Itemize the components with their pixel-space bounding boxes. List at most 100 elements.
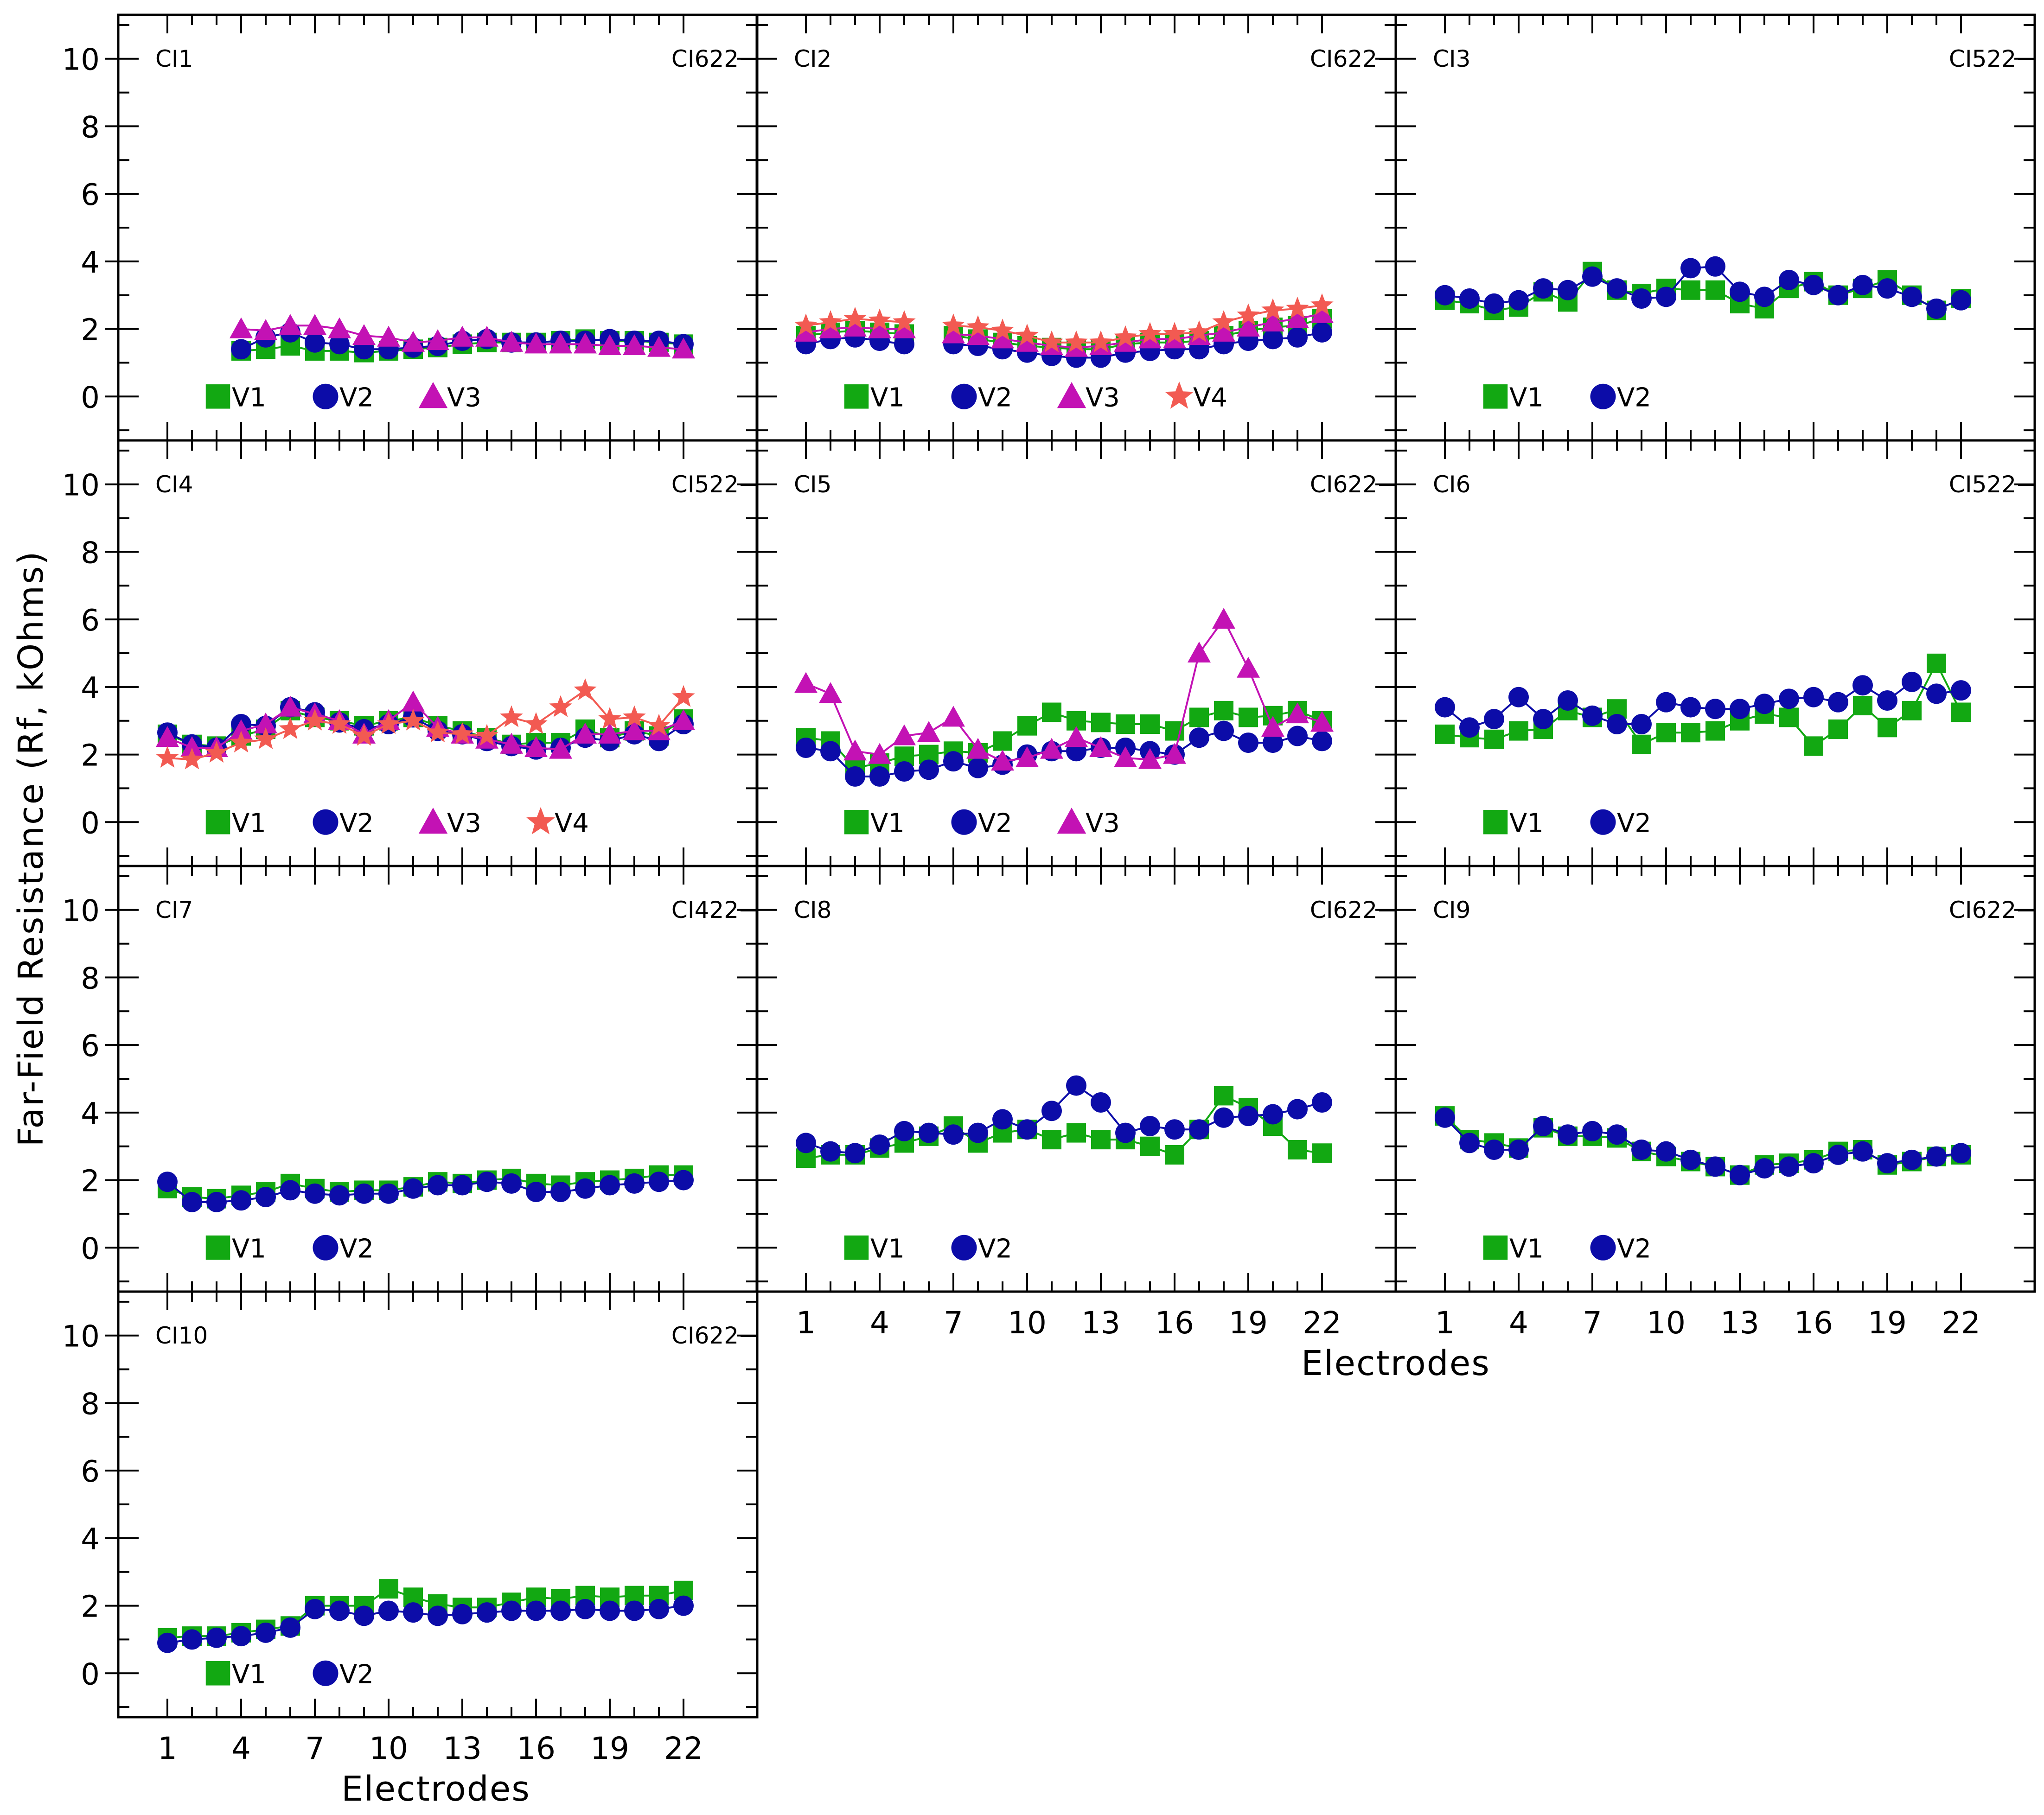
data-point-v4-e14 [1114,325,1137,347]
y-tick-label: 8 [81,962,100,996]
data-point-v4-e15 [500,705,523,727]
series-line-v4 [953,304,1322,344]
x-tick-label: 4 [870,1305,889,1341]
data-point-v2-e21 [1287,327,1308,348]
data-point-v4-e1 [794,313,818,336]
legend-ci6: V1 V2 [1483,808,1651,838]
data-point-v3-e20 [623,719,646,740]
data-point-v4-e21 [1286,296,1309,318]
series-line-v2 [167,1605,684,1644]
data-point-v3-e10 [377,325,400,347]
data-point-v2-e21 [1926,298,1947,319]
data-point-v4-e18 [1212,310,1235,332]
data-point-v2-e3 [206,1191,227,1212]
y-tick-label: 10 [62,1320,100,1354]
series-line-v1 [167,1174,683,1200]
data-point-v2-e3 [1484,293,1504,314]
data-point-v1-e21 [1927,653,1946,673]
legend-marker-v2 [1590,1235,1616,1261]
series-ci5-v3 [794,608,1334,771]
data-point-v2-e20 [1263,1104,1283,1125]
data-point-v3-e2 [180,736,204,757]
data-point-v2-e13 [1091,1092,1111,1113]
y-tick-label: 2 [81,1590,100,1624]
panel-ci2: CI2 CI622 V1 V2 V3 V4 [755,13,1397,442]
legend-label-v4: V4 [1193,382,1227,413]
data-point-v2-e6 [280,1180,300,1201]
data-point-v3-e13 [451,325,474,347]
panel-frame-ci1 [117,13,759,442]
data-point-v3-e9 [991,750,1014,771]
legend-label-v2: V2 [1617,382,1651,413]
data-point-v3-e18 [1212,320,1235,342]
data-point-v3-e20 [1261,716,1284,737]
legend-marker-v1 [205,1235,230,1260]
data-point-v2-e3 [845,1143,865,1164]
data-point-v2-e4 [231,1190,251,1211]
y-tick-label: 6 [81,178,100,212]
panel-ci3: CI3 CI522 V1 V2 [1394,13,2036,442]
legend-label-v4: V4 [555,808,589,838]
y-tick-label: 8 [81,536,100,570]
data-point-v2-e7 [943,751,964,772]
data-point-v3-e7 [942,706,965,727]
panel-frame-ci3 [1394,13,2036,442]
legend-label-v1: V1 [232,382,266,413]
series-line-v3 [805,618,1322,763]
data-point-v2-e17 [550,1600,571,1621]
data-point-v2-e14 [477,1602,497,1623]
series-line-v3 [167,701,684,751]
data-point-v2-e19 [600,1175,620,1196]
panel-label-ci4: CI4 [155,471,193,498]
data-point-v2-e4 [231,1626,251,1647]
data-point-v3-e19 [598,334,621,355]
data-point-v4-e2 [180,747,204,770]
legend-marker-v1 [205,810,230,834]
data-point-v3-e1 [794,672,818,693]
legend-marker-v2 [951,1235,977,1261]
data-point-v2-e18 [1214,720,1234,741]
data-point-v3-e12 [1065,726,1088,747]
data-point-v1-e15 [1140,1136,1160,1156]
data-point-v2-e7 [1582,705,1603,726]
data-point-v2-e9 [1631,1140,1652,1160]
data-point-v4-e3 [205,740,228,763]
data-point-v2-e5 [894,761,914,782]
data-point-v4-e18 [574,678,597,701]
series-line-v2 [1444,265,1961,310]
panel-ci6: CI6 CI522 V1 V2 [1394,439,2036,867]
data-point-v2-e11 [403,1602,423,1623]
data-point-v2-e15 [1779,1156,1799,1177]
data-point-v2-e21 [1926,1146,1947,1167]
panel-ci5: CI5 CI622 V1 V2 V3 [755,439,1397,867]
data-point-v3-e20 [1261,311,1284,331]
panel-device-ci8: CI622 [1310,897,1377,923]
data-point-v3-e4 [868,317,891,338]
legend-ci1: V1 V2 V3 [205,382,481,413]
legend-label-v2: V2 [1617,808,1651,838]
data-point-v3-e19 [1237,315,1260,337]
panel-device-ci2: CI622 [1310,45,1377,72]
y-tick-label: 4 [81,246,100,280]
data-point-v1-e10 [1656,723,1676,743]
data-point-v2-e16 [1164,1119,1185,1140]
data-point-v2-e6 [1558,690,1578,711]
data-point-v3-e3 [843,739,867,761]
data-point-v2-e17 [1189,727,1209,748]
x-tick-label: 1 [1435,1305,1455,1341]
data-point-v2-e16 [1803,1153,1824,1174]
data-point-v1-e12 [1067,1123,1086,1143]
data-point-v1-e19 [1878,718,1897,738]
data-point-v2-e5 [1533,709,1553,730]
legend-ci7: V1 V2 [205,1234,374,1264]
x-tick-label: 7 [305,1731,325,1766]
data-point-v3-e20 [623,334,646,355]
data-point-v1-e10 [379,1579,398,1599]
data-point-v2-e19 [1238,732,1258,753]
panel-ci4: 0 2 4 6 8 10 CI4 CI522 V1 V2 V3 V4 [62,439,759,867]
data-point-v2-e2 [182,1191,202,1212]
data-point-v2-e19 [1877,690,1897,711]
data-point-v4-e8 [328,712,351,734]
y-tick-label: 8 [81,110,100,145]
series-ci1-v3 [230,314,695,359]
